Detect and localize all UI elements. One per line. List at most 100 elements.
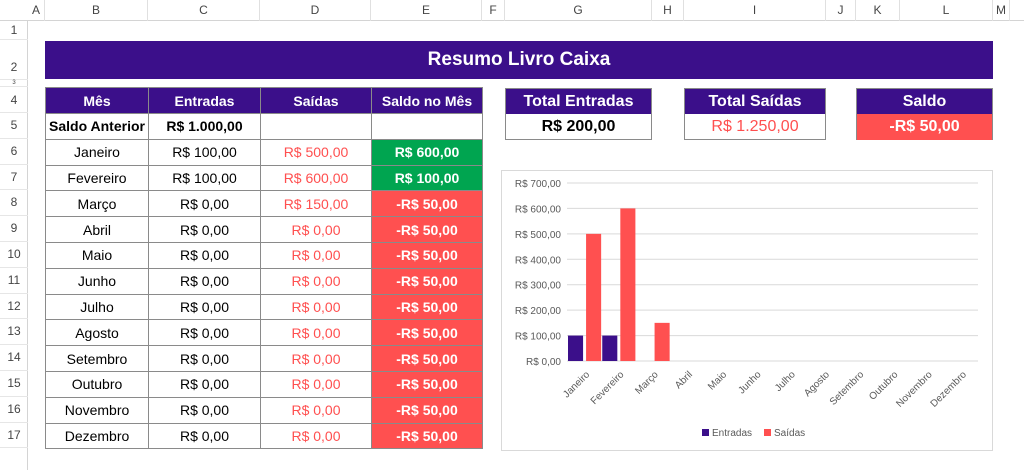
- saidas-cell[interactable]: R$ 0,00: [260, 267, 372, 295]
- column-header[interactable]: C: [148, 0, 260, 21]
- saldo-cell[interactable]: -R$ 50,00: [371, 319, 483, 347]
- entradas-cell[interactable]: R$ 100,00: [148, 164, 261, 192]
- month-cell[interactable]: Novembro: [45, 396, 149, 424]
- row-header[interactable]: 12: [0, 294, 28, 320]
- entradas-cell[interactable]: R$ 0,00: [148, 396, 261, 424]
- month-cell[interactable]: Dezembro: [45, 422, 149, 450]
- row-header[interactable]: 7: [0, 165, 28, 191]
- saidas-cell[interactable]: R$ 150,00: [260, 190, 372, 218]
- month-cell[interactable]: Julho: [45, 293, 149, 321]
- column-header[interactable]: G: [505, 0, 652, 21]
- table-row: Dezembro R$ 0,00 R$ 0,00 -R$ 50,00: [45, 422, 483, 450]
- column-header[interactable]: H: [652, 0, 684, 21]
- opening-label[interactable]: Saldo Anterior: [45, 113, 149, 140]
- saldo-label: Saldo: [857, 89, 992, 114]
- opening-value[interactable]: R$ 1.000,00: [148, 113, 261, 140]
- saldo-cell[interactable]: -R$ 50,00: [371, 370, 483, 398]
- saidas-cell[interactable]: R$ 0,00: [260, 241, 372, 269]
- x-tick-label: Abril: [673, 369, 695, 391]
- total-saidas-box[interactable]: Total Saídas R$ 1.250,00: [684, 88, 826, 140]
- month-cell[interactable]: Agosto: [45, 319, 149, 347]
- month-cell[interactable]: Janeiro: [45, 138, 149, 166]
- x-tick-label: Junho: [736, 369, 763, 396]
- empty-cell[interactable]: [371, 113, 483, 140]
- saidas-cell[interactable]: R$ 500,00: [260, 138, 372, 166]
- saldo-cell[interactable]: -R$ 50,00: [371, 396, 483, 424]
- saldo-cell[interactable]: -R$ 50,00: [371, 345, 483, 372]
- saldo-cell[interactable]: -R$ 50,00: [371, 241, 483, 269]
- month-cell[interactable]: Março: [45, 190, 149, 218]
- column-header[interactable]: E: [371, 0, 482, 21]
- column-header[interactable]: J: [826, 0, 856, 21]
- entradas-cell[interactable]: R$ 0,00: [148, 319, 261, 347]
- row-header[interactable]: 5: [0, 113, 28, 139]
- bar-saidas: [586, 233, 602, 361]
- entradas-cell[interactable]: R$ 0,00: [148, 190, 261, 218]
- row-header[interactable]: 14: [0, 345, 28, 371]
- saldo-cell[interactable]: -R$ 50,00: [371, 267, 483, 295]
- total-saidas-value: R$ 1.250,00: [711, 118, 799, 135]
- column-header[interactable]: B: [45, 0, 148, 21]
- saldo-cell[interactable]: -R$ 50,00: [371, 293, 483, 321]
- row-header[interactable]: 10: [0, 242, 28, 268]
- entradas-cell[interactable]: R$ 0,00: [148, 267, 261, 295]
- entradas-cell[interactable]: R$ 0,00: [148, 370, 261, 398]
- saldo-box[interactable]: Saldo -R$ 50,00: [856, 88, 993, 140]
- empty-cell[interactable]: [260, 113, 372, 140]
- month-cell[interactable]: Setembro: [45, 345, 149, 372]
- table-row: Abril R$ 0,00 R$ 0,00 -R$ 50,00: [45, 216, 483, 243]
- saidas-cell[interactable]: R$ 0,00: [260, 319, 372, 347]
- saidas-cell[interactable]: R$ 600,00: [260, 164, 372, 192]
- saldo-cell[interactable]: R$ 600,00: [371, 138, 483, 166]
- column-header[interactable]: I: [684, 0, 826, 21]
- sheet-title[interactable]: Resumo Livro Caixa: [45, 41, 993, 79]
- column-header[interactable]: F: [482, 0, 505, 21]
- entradas-cell[interactable]: R$ 0,00: [148, 293, 261, 321]
- month-cell[interactable]: Fevereiro: [45, 164, 149, 192]
- saldo-cell[interactable]: R$ 100,00: [371, 164, 483, 192]
- table-row: Janeiro R$ 100,00 R$ 500,00 R$ 600,00: [45, 138, 483, 166]
- saidas-cell[interactable]: R$ 0,00: [260, 345, 372, 372]
- month-cell[interactable]: Maio: [45, 241, 149, 269]
- month-cell[interactable]: Junho: [45, 267, 149, 295]
- column-header[interactable]: M: [993, 0, 1010, 21]
- row-header[interactable]: 17: [0, 423, 28, 449]
- saldo-cell[interactable]: -R$ 50,00: [371, 190, 483, 218]
- row-header[interactable]: 2: [0, 40, 28, 80]
- bar-saidas: [620, 208, 636, 361]
- saldo-cell[interactable]: -R$ 50,00: [371, 422, 483, 450]
- total-entradas-value: R$ 200,00: [541, 118, 616, 135]
- column-header[interactable]: K: [856, 0, 900, 21]
- entradas-saidas-chart[interactable]: R$ 0,00 R$ 100,00 R$ 200,00 R$ 300,00 R$ 400…: [501, 170, 993, 451]
- saidas-cell[interactable]: R$ 0,00: [260, 396, 372, 424]
- table-row: Julho R$ 0,00 R$ 0,00 -R$ 50,00: [45, 293, 483, 321]
- entradas-cell[interactable]: R$ 0,00: [148, 216, 261, 243]
- entradas-cell[interactable]: R$ 100,00: [148, 138, 261, 166]
- row-header[interactable]: 4: [0, 87, 28, 113]
- column-header[interactable]: D: [260, 0, 371, 21]
- total-entradas-box[interactable]: Total Entradas R$ 200,00: [505, 88, 652, 140]
- saidas-cell[interactable]: R$ 0,00: [260, 216, 372, 243]
- saidas-cell[interactable]: R$ 0,00: [260, 422, 372, 450]
- saidas-cell[interactable]: R$ 0,00: [260, 293, 372, 321]
- saldo-cell[interactable]: -R$ 50,00: [371, 216, 483, 243]
- column-header[interactable]: L: [900, 0, 993, 21]
- entradas-cell[interactable]: R$ 0,00: [148, 241, 261, 269]
- saidas-cell[interactable]: R$ 0,00: [260, 370, 372, 398]
- row-header[interactable]: 8: [0, 190, 28, 217]
- column-header[interactable]: A: [28, 0, 45, 21]
- row-header[interactable]: 3: [0, 80, 28, 87]
- row-header[interactable]: 13: [0, 319, 28, 346]
- month-cell[interactable]: Abril: [45, 216, 149, 243]
- row-header[interactable]: 1: [0, 21, 28, 40]
- month-cell[interactable]: Outubro: [45, 370, 149, 398]
- row-header[interactable]: 9: [0, 216, 28, 242]
- row-header[interactable]: 16: [0, 397, 28, 423]
- row-header[interactable]: 11: [0, 268, 28, 294]
- entradas-cell[interactable]: R$ 0,00: [148, 422, 261, 450]
- row-header[interactable]: 15: [0, 371, 28, 397]
- entradas-cell[interactable]: R$ 0,00: [148, 345, 261, 372]
- y-tick-label: R$ 700,00: [515, 179, 562, 190]
- row-header[interactable]: 6: [0, 139, 28, 165]
